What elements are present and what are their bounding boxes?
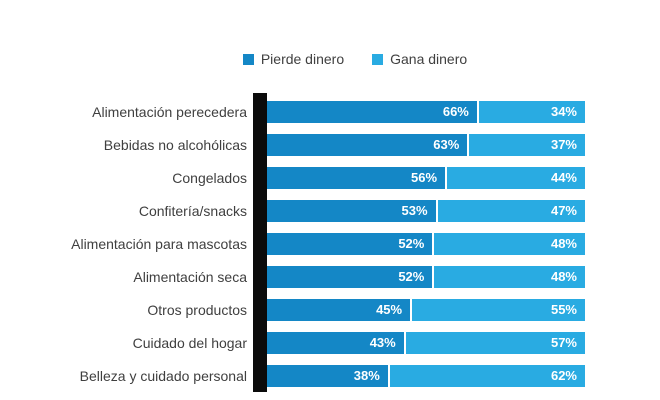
segment-value-label: 57%	[550, 335, 577, 350]
segment-value-label: 37%	[550, 137, 577, 152]
legend-item-pierde-dinero: Pierde dinero	[242, 51, 345, 67]
stacked-bar: 56% 44%	[267, 167, 585, 189]
bar-row: Alimentación perecedera 66% 34%	[0, 101, 585, 123]
category-label: Bebidas no alcohólicas	[103, 137, 247, 153]
stacked-bar: 52% 48%	[267, 233, 585, 255]
category-label: Belleza y cuidado personal	[79, 368, 247, 384]
bar-segment-gana-dinero: 57%	[403, 332, 585, 354]
segment-value-label: 48%	[550, 269, 577, 284]
category-label: Cuidado del hogar	[132, 335, 247, 351]
category-label: Alimentación para mascotas	[71, 236, 247, 252]
segment-value-label: 62%	[550, 368, 577, 383]
bar-segment-gana-dinero: 62%	[387, 365, 585, 387]
stacked-bar: 66% 34%	[267, 101, 585, 123]
bar-segment-pierde-dinero: 52%	[267, 266, 433, 288]
bar-segment-gana-dinero: 48%	[432, 266, 585, 288]
legend-swatch-pierde-dinero-icon	[242, 53, 254, 65]
bar-row: Congelados 56% 44%	[0, 167, 585, 189]
segment-value-label: 48%	[550, 236, 577, 251]
segment-value-label: 52%	[398, 236, 425, 251]
segment-value-label: 45%	[376, 302, 403, 317]
bar-segment-gana-dinero: 48%	[432, 233, 585, 255]
bar-segment-pierde-dinero: 66%	[267, 101, 477, 123]
segment-value-label: 63%	[433, 137, 460, 152]
bar-segment-pierde-dinero: 63%	[267, 134, 468, 156]
stacked-bar-chart: Alimentación perecedera 66% 34% Bebidas no …	[0, 93, 585, 392]
legend: Pierde dinero Gana dinero	[0, 51, 660, 67]
bar-rows: Alimentación perecedera 66% 34% Bebidas no …	[0, 101, 585, 387]
segment-value-label: 38%	[353, 368, 380, 383]
bar-row: Belleza y cuidado personal 38% 62%	[0, 365, 585, 387]
bar-segment-pierde-dinero: 43%	[267, 332, 404, 354]
category-label: Otros productos	[147, 302, 247, 318]
bar-segment-gana-dinero: 37%	[467, 134, 585, 156]
stacked-bar: 52% 48%	[267, 266, 585, 288]
y-axis-line	[253, 93, 267, 392]
category-label: Confitería/snacks	[138, 203, 247, 219]
bar-row: Cuidado del hogar 43% 57%	[0, 332, 585, 354]
segment-value-label: 34%	[550, 104, 577, 119]
bar-segment-gana-dinero: 55%	[410, 299, 585, 321]
stacked-bar: 38% 62%	[267, 365, 585, 387]
legend-label: Gana dinero	[390, 51, 468, 67]
stacked-bar: 53% 47%	[267, 200, 585, 222]
segment-value-label: 43%	[369, 335, 396, 350]
bar-row: Bebidas no alcohólicas 63% 37%	[0, 134, 585, 156]
legend-label: Pierde dinero	[260, 51, 345, 67]
bar-segment-pierde-dinero: 53%	[267, 200, 436, 222]
legend-item-gana-dinero: Gana dinero	[372, 51, 467, 67]
category-label: Congelados	[172, 170, 247, 186]
stacked-bar: 63% 37%	[267, 134, 585, 156]
bar-segment-gana-dinero: 34%	[476, 101, 585, 123]
bar-segment-pierde-dinero: 56%	[267, 167, 446, 189]
stacked-bar: 45% 55%	[267, 299, 585, 321]
segment-value-label: 56%	[411, 170, 438, 185]
bar-row: Otros productos 45% 55%	[0, 299, 585, 321]
bar-segment-pierde-dinero: 38%	[267, 365, 388, 387]
bar-row: Alimentación para mascotas 52% 48%	[0, 233, 585, 255]
legend-swatch-gana-dinero-icon	[372, 53, 384, 65]
bar-segment-gana-dinero: 47%	[435, 200, 585, 222]
segment-value-label: 47%	[550, 203, 577, 218]
segment-value-label: 55%	[550, 302, 577, 317]
category-label: Alimentación perecedera	[92, 104, 247, 120]
category-label: Alimentación seca	[133, 269, 247, 285]
bar-row: Alimentación seca 52% 48%	[0, 266, 585, 288]
bar-segment-pierde-dinero: 52%	[267, 233, 433, 255]
bar-row: Confitería/snacks 53% 47%	[0, 200, 585, 222]
bar-segment-gana-dinero: 44%	[445, 167, 585, 189]
segment-value-label: 52%	[398, 269, 425, 284]
segment-value-label: 44%	[550, 170, 577, 185]
bar-segment-pierde-dinero: 45%	[267, 299, 411, 321]
segment-value-label: 53%	[401, 203, 428, 218]
stacked-bar: 43% 57%	[267, 332, 585, 354]
segment-value-label: 66%	[442, 104, 469, 119]
